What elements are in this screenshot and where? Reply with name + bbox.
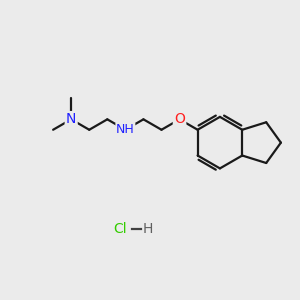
Text: NH: NH <box>116 123 135 136</box>
Text: O: O <box>174 112 185 126</box>
Text: H: H <box>142 221 153 236</box>
Text: N: N <box>66 112 76 126</box>
Text: Cl: Cl <box>114 221 128 236</box>
